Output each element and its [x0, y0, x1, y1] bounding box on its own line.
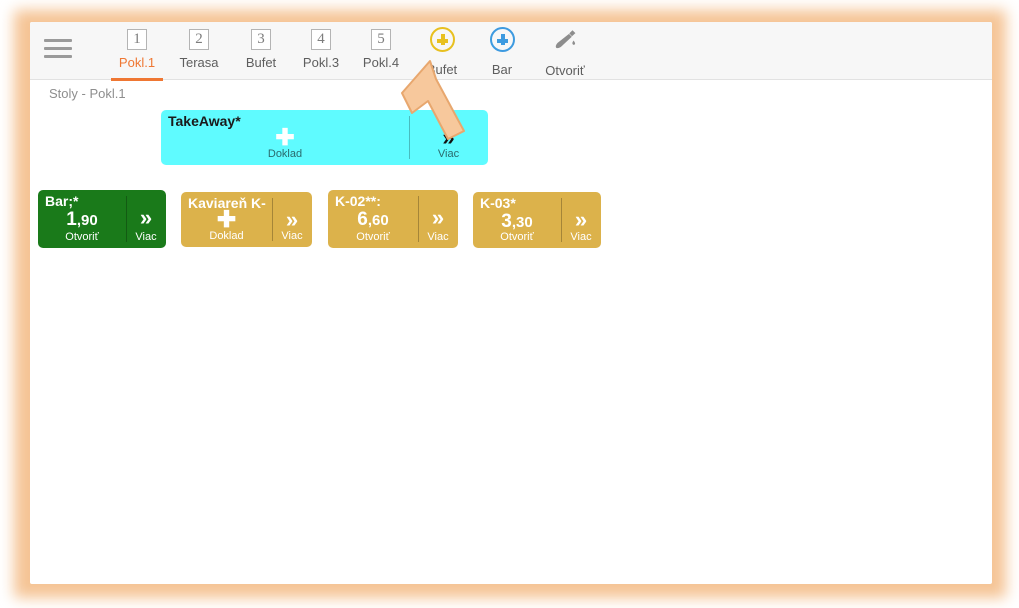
table-card-k-02[interactable]: K-02**: 6,60 Otvoriť » Viac	[328, 190, 458, 248]
tab-bufet[interactable]: 3 Bufet	[230, 26, 292, 80]
action-otvorit[interactable]: Otvoriť	[530, 26, 600, 80]
table-card-bar[interactable]: Bar;* 1,90 Otvoriť » Viac	[38, 190, 166, 248]
card-title: Bar;*	[45, 193, 79, 209]
action-label: Bar	[491, 62, 513, 77]
double-chevron-right-icon: »	[431, 205, 445, 230]
card-title: K-02**:	[335, 193, 381, 209]
card-more-label: Viac	[437, 148, 460, 160]
card-title: TakeAway*	[168, 113, 241, 129]
amount-integer: 3	[501, 211, 512, 232]
active-tab-underline	[111, 78, 163, 81]
tab-pokl-3[interactable]: 4 Pokl.3	[290, 26, 352, 80]
amount-decimal: ,60	[367, 212, 389, 229]
card-action-label: Otvoriť	[500, 231, 534, 243]
tab-pokl-1[interactable]: 1 Pokl.1	[106, 26, 168, 81]
card-main-area[interactable]: K-02**: 6,60 Otvoriť	[328, 190, 418, 248]
action-label: Bufet	[426, 62, 458, 77]
plus-circle-icon	[489, 27, 515, 52]
tab-label: Pokl.4	[362, 55, 400, 70]
app-window: 1 Pokl.1 2 Terasa 3 Bufet 4 Pokl.3 5	[30, 22, 992, 584]
card-more-area[interactable]: » Viac	[126, 190, 166, 248]
bottle-pour-icon	[552, 28, 578, 58]
card-action-label: Otvoriť	[65, 231, 99, 243]
card-title: Kaviareň K-	[188, 195, 266, 211]
card-divider	[126, 196, 127, 242]
card-divider	[272, 198, 273, 241]
action-bufet[interactable]: Bufet	[411, 26, 473, 80]
plus-circle-icon	[429, 27, 455, 52]
card-amount: 3,30	[473, 211, 561, 233]
card-main-area[interactable]: Kaviareň K- ✚ Doklad	[181, 192, 272, 247]
amount-decimal: ,30	[511, 214, 533, 231]
table-card-kaviaren[interactable]: Kaviareň K- ✚ Doklad » Viac	[181, 192, 312, 247]
tab-label: Terasa	[179, 55, 219, 70]
card-main-area[interactable]: TakeAway* ✚ Doklad	[161, 110, 409, 165]
tab-label: Bufet	[245, 55, 277, 70]
hamburger-menu-icon[interactable]	[44, 36, 74, 60]
card-amount: 1,90	[38, 209, 126, 231]
action-label: Otvoriť	[545, 63, 585, 78]
card-more-label: Viac	[570, 231, 592, 243]
card-divider	[561, 198, 562, 242]
table-card-k-03[interactable]: K-03* 3,30 Otvoriť » Viac	[473, 192, 601, 248]
tab-number-box: 4	[311, 29, 331, 50]
card-divider	[418, 196, 419, 242]
tab-terasa[interactable]: 2 Terasa	[168, 26, 230, 80]
tab-label: Pokl.3	[302, 55, 340, 70]
card-action-label: Doklad	[209, 230, 244, 242]
double-chevron-right-icon: »	[285, 207, 299, 232]
table-card-takeaway[interactable]: TakeAway* ✚ Doklad » Viac	[161, 110, 488, 165]
card-more-label: Viac	[281, 230, 303, 242]
card-more-area[interactable]: » Viac	[418, 190, 458, 248]
tab-number-box: 2	[189, 29, 209, 50]
card-more-area[interactable]: » Viac	[561, 192, 601, 248]
double-chevron-right-icon: »	[442, 125, 455, 150]
hamburger-bar	[44, 47, 72, 50]
card-amount: 6,60	[328, 209, 418, 231]
amount-integer: 1	[66, 209, 77, 230]
double-chevron-right-icon: »	[574, 207, 588, 232]
card-action-label: Otvoriť	[356, 231, 390, 243]
card-more-area[interactable]: » Viac	[409, 110, 488, 165]
top-toolbar: 1 Pokl.1 2 Terasa 3 Bufet 4 Pokl.3 5	[30, 22, 992, 81]
card-main-area[interactable]: Bar;* 1,90 Otvoriť	[38, 190, 126, 248]
card-more-label: Viac	[427, 231, 449, 243]
plus-icon: ✚	[216, 206, 237, 232]
card-action-label: Doklad	[267, 148, 303, 160]
tab-label: Pokl.1	[118, 55, 156, 70]
plus-icon: ✚	[275, 124, 295, 150]
action-bar[interactable]: Bar	[471, 26, 533, 80]
tab-number-box: 3	[251, 29, 271, 50]
card-title: K-03*	[480, 195, 516, 211]
hamburger-bar	[44, 55, 72, 58]
amount-integer: 6	[357, 209, 368, 230]
hamburger-bar	[44, 39, 72, 42]
card-more-label: Viac	[135, 231, 157, 243]
breadcrumb: Stoly - Pokl.1	[49, 86, 126, 101]
card-main-area[interactable]: K-03* 3,30 Otvoriť	[473, 192, 561, 248]
tab-number-box: 5	[371, 29, 391, 50]
double-chevron-right-icon: »	[139, 205, 153, 230]
tab-number-box: 1	[127, 29, 147, 50]
card-more-area[interactable]: » Viac	[272, 192, 312, 247]
tab-pokl-4[interactable]: 5 Pokl.4	[350, 26, 412, 80]
amount-decimal: ,90	[76, 212, 98, 229]
